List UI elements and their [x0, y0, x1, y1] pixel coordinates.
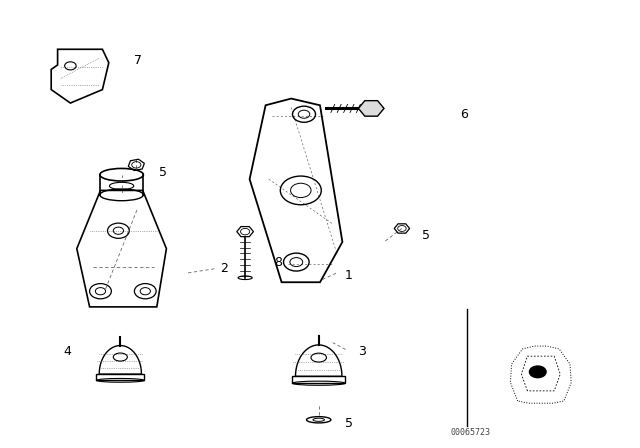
Text: 5: 5: [422, 228, 429, 242]
Text: 7: 7: [134, 54, 141, 67]
Text: 1: 1: [345, 269, 353, 282]
Text: 00065723: 00065723: [451, 428, 490, 437]
Text: 5: 5: [345, 417, 353, 430]
Circle shape: [529, 366, 546, 378]
Text: 4: 4: [63, 345, 71, 358]
Text: 8: 8: [275, 255, 282, 269]
Text: 2: 2: [220, 262, 228, 276]
Bar: [96, 374, 145, 380]
Text: 6: 6: [460, 108, 468, 121]
Text: 5: 5: [159, 166, 167, 179]
Polygon shape: [358, 101, 384, 116]
Text: 3: 3: [358, 345, 365, 358]
Bar: [292, 376, 345, 383]
